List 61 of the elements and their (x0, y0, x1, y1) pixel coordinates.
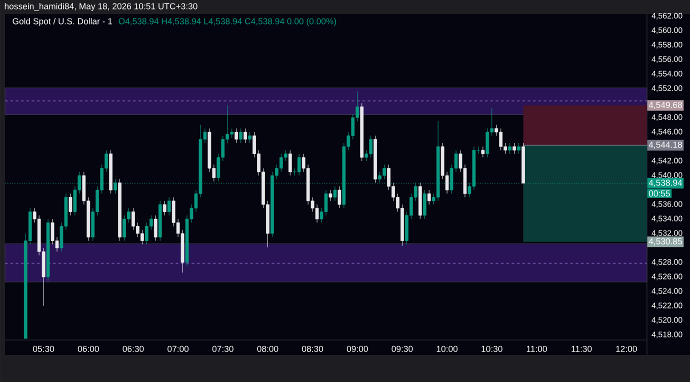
chart-subtitle: O4,538.94 H4,538.94 L4,538.94 C4,538.94 0.00 (0.00%) (118, 18, 336, 26)
candlestick (333, 186, 337, 202)
ref-line-label: 4,544.18 (648, 142, 682, 149)
y-tick-label: 4,560.00 (652, 27, 682, 34)
x-tick-label: 06:30 (122, 346, 144, 352)
candlestick (68, 193, 72, 216)
y-tick-label: 4,532.00 (652, 230, 682, 237)
candlestick (297, 154, 301, 176)
candlestick (486, 128, 490, 158)
x-tick-label: 07:30 (212, 346, 234, 352)
ref-line-label: 4,538.94 (648, 180, 682, 187)
candlestick (154, 215, 158, 242)
y-tick-label: 4,554.00 (652, 70, 682, 78)
x-tick-label: 09:30 (392, 346, 413, 352)
y-tick-label: 4,542.00 (652, 158, 682, 164)
x-tick-label: 10:30 (482, 346, 502, 352)
y-tick-label: 4,518.00 (652, 332, 682, 338)
x-tick-label: 10:00 (436, 346, 458, 352)
candlestick (508, 142, 512, 154)
candlestick (481, 146, 485, 158)
candlestick (162, 200, 166, 216)
candlestick (288, 150, 292, 176)
y-tick-label: 4,562.00 (652, 12, 682, 20)
y-tick-label: 4,522.00 (652, 302, 682, 310)
x-tick-label: 11:30 (572, 346, 592, 352)
candlestick (167, 197, 171, 216)
candlestick (512, 142, 516, 154)
candlestick (338, 186, 342, 208)
y-tick-label: 4,536.00 (652, 201, 682, 208)
y-tick-label: 4,526.00 (652, 274, 682, 280)
y-tick-label: 4,548.00 (652, 114, 682, 121)
y-tick-label: 4,524.00 (652, 288, 682, 295)
y-tick-label: 4,528.00 (652, 259, 682, 266)
y-tick-label: 4,552.00 (652, 85, 682, 92)
y-tick-label: 4,534.00 (652, 216, 682, 222)
candlestick (427, 190, 431, 205)
y-tick-label: 4,558.00 (652, 42, 682, 48)
x-tick-label: 07:00 (168, 346, 189, 352)
y-tick-label: 4,520.00 (652, 317, 682, 324)
x-tick-label: 06:00 (78, 346, 99, 352)
x-tick-label: 05:30 (33, 346, 54, 352)
candlestick (244, 128, 247, 144)
text: 00:55 (648, 190, 670, 197)
x-tick-label: 08:00 (257, 346, 278, 352)
candlestick (239, 128, 243, 144)
candlestick (328, 190, 332, 202)
x-tick-label: 09:00 (346, 346, 368, 352)
candlestick (234, 128, 238, 144)
x-tick-label: 08:30 (302, 346, 324, 352)
candlestick (422, 190, 426, 220)
y-tick-label: 4,546.00 (652, 128, 682, 136)
band-label: 4,549.68 (648, 102, 682, 110)
text: hossein_hamidi84, May 18, 2026 10:51 UTC+3:30 (4, 2, 198, 12)
x-tick-label: 12:00 (616, 346, 637, 352)
band-label: 4,530.85 (648, 238, 682, 246)
candlestick (248, 132, 252, 144)
chart-title: Gold Spot / U.S. Dollar - 1 (12, 18, 112, 26)
candlestick (517, 142, 520, 154)
y-tick-label: 4,556.00 (652, 56, 682, 63)
y-tick-label: 4,540.00 (652, 172, 682, 179)
x-tick-label: 11:00 (526, 346, 547, 352)
